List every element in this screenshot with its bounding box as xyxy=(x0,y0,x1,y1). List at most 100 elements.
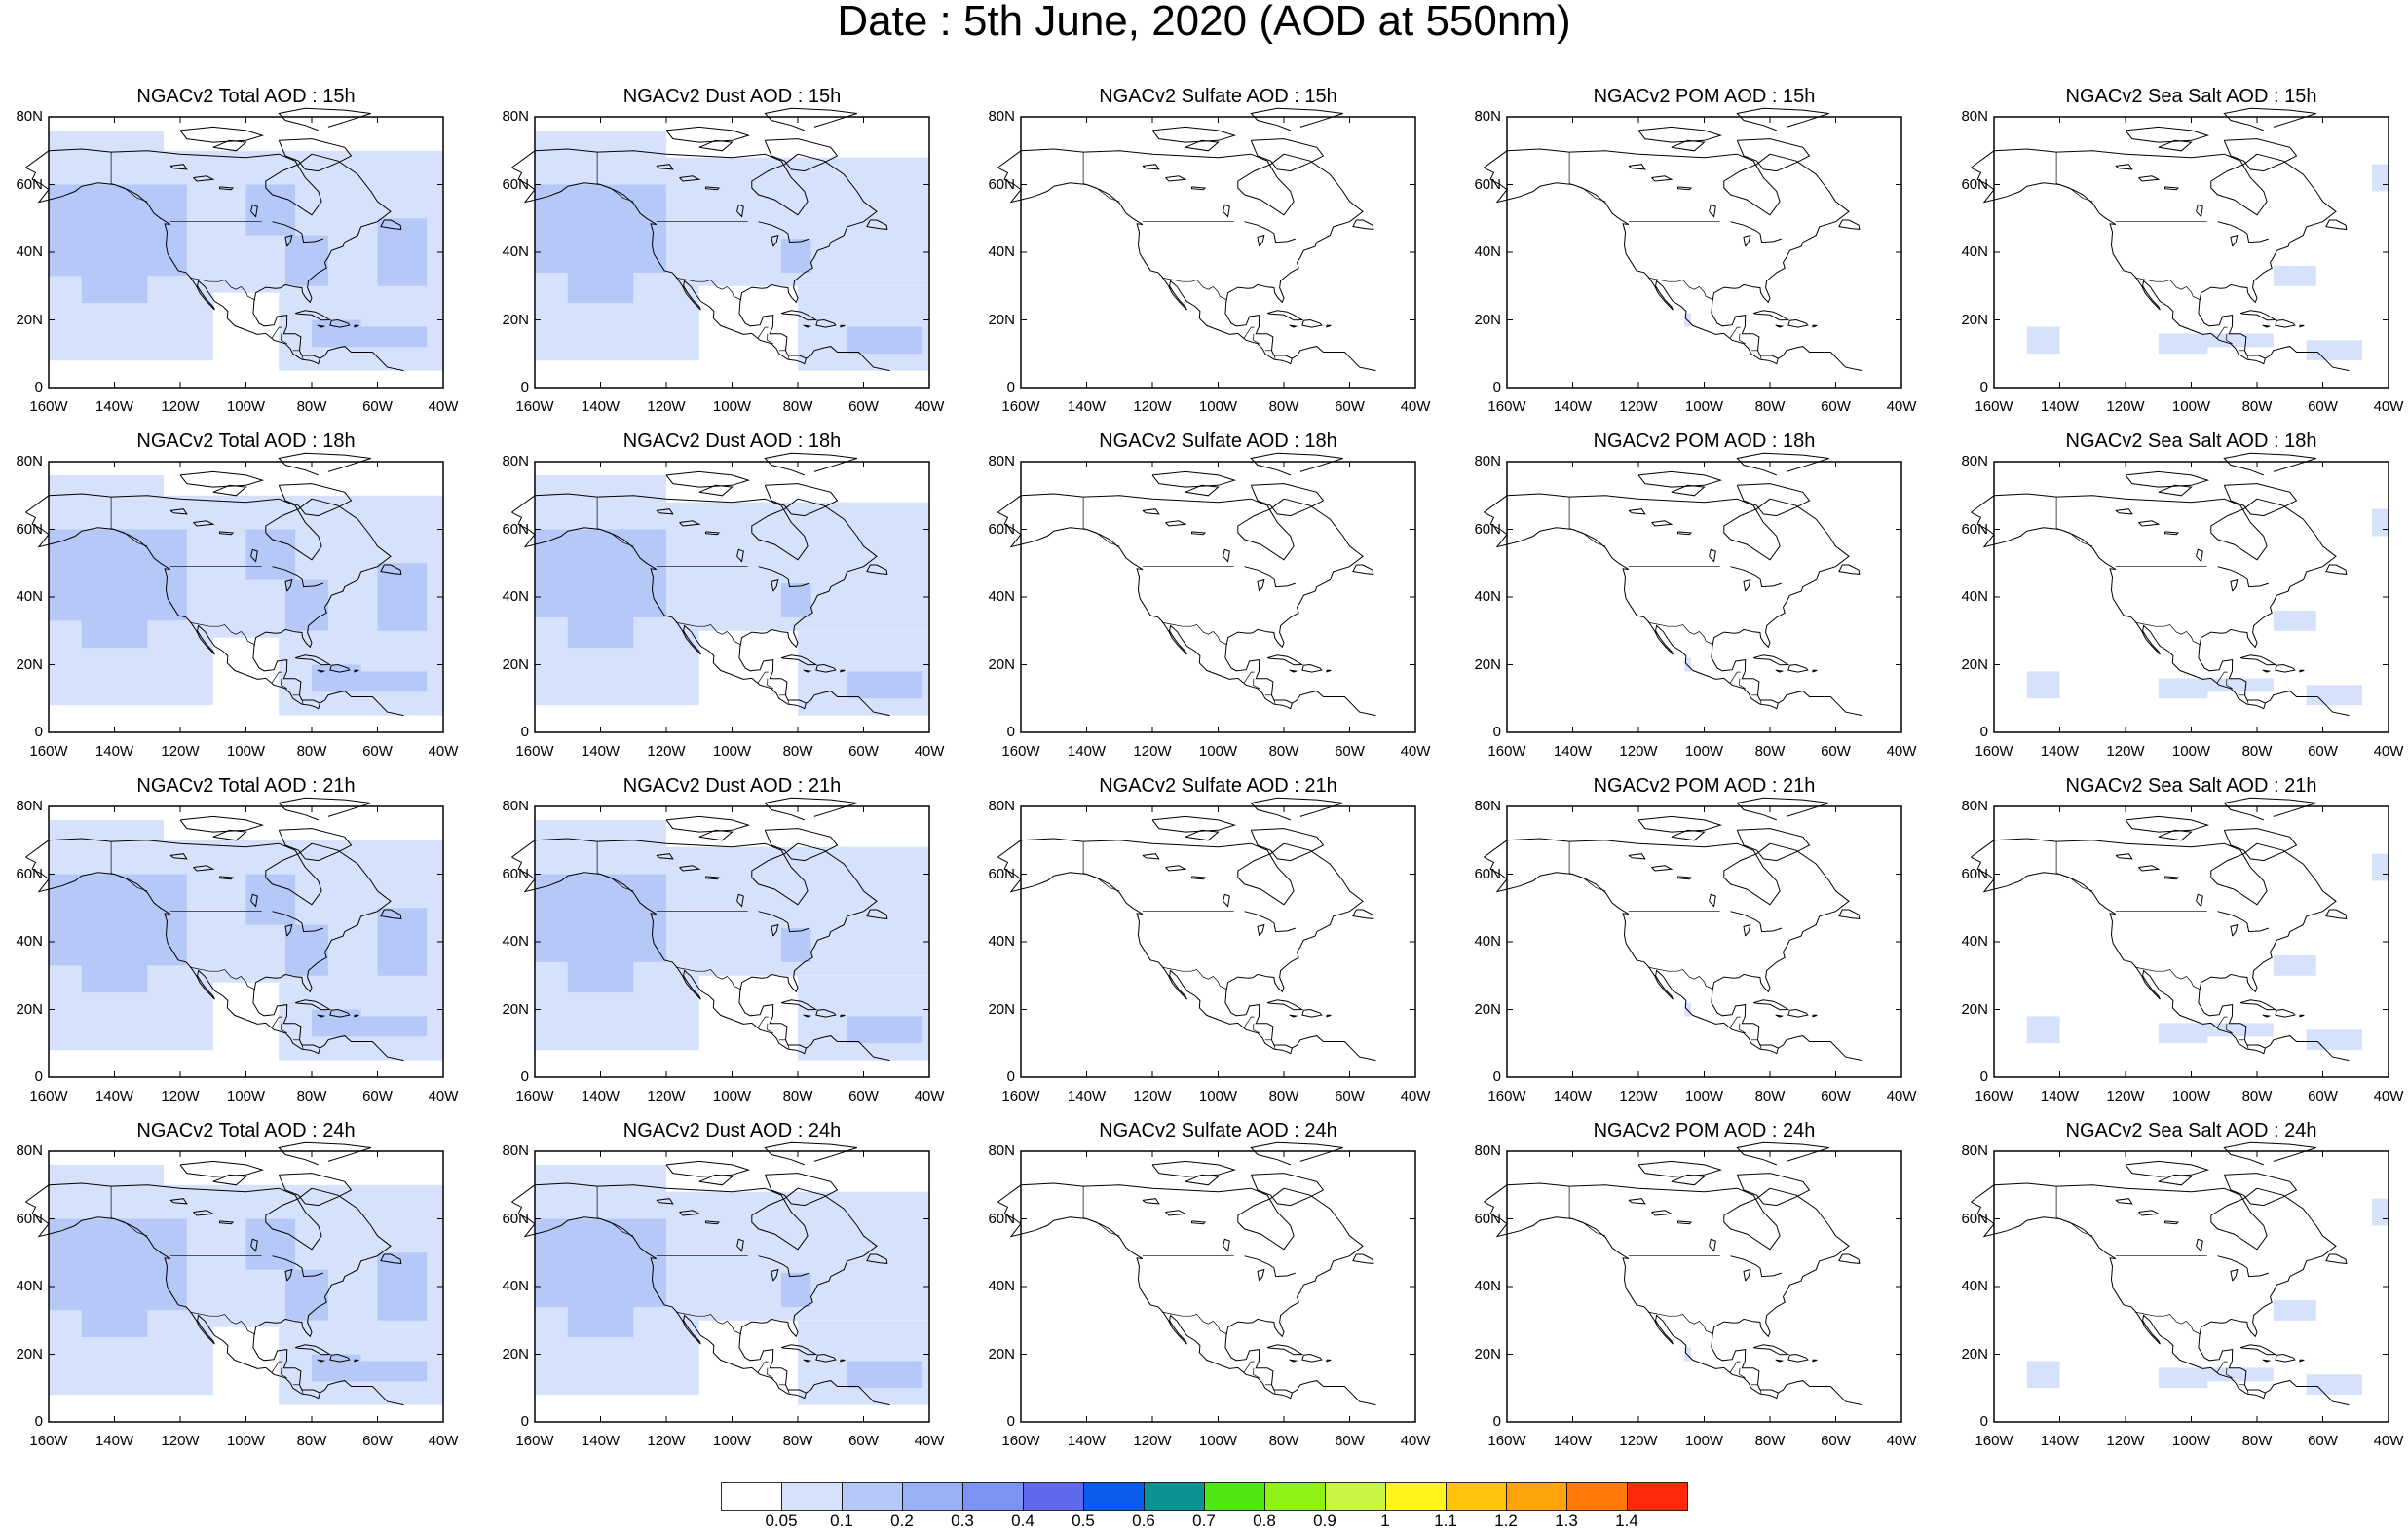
coastline xyxy=(1484,511,1779,710)
country-border xyxy=(1739,678,1746,690)
lon-label: 80W xyxy=(296,398,327,415)
country-border xyxy=(1243,671,1255,684)
coastline xyxy=(764,828,839,862)
lat-label: 40N xyxy=(1474,243,1501,260)
lat-label: 40N xyxy=(1474,933,1501,950)
coastline xyxy=(1736,1173,1811,1207)
aod-region xyxy=(2372,164,2389,192)
coastline xyxy=(1266,999,1304,1011)
map-frame xyxy=(1020,116,1416,389)
coastline xyxy=(1165,175,1187,182)
coastline xyxy=(1289,1014,1298,1018)
country-border xyxy=(271,1361,282,1373)
colorbar-box xyxy=(842,1482,903,1511)
lon-label: 160W xyxy=(1487,398,1526,415)
country-border xyxy=(281,1367,287,1379)
lat-label: 80N xyxy=(16,453,43,469)
coastline xyxy=(2115,508,2133,515)
coastline xyxy=(1775,324,1785,328)
coastline xyxy=(1250,828,1325,862)
panel-title: NGACv2 Sea Salt AOD : 24h xyxy=(2065,1120,2317,1141)
lon-label: 40W xyxy=(2373,398,2404,415)
coastline xyxy=(736,204,744,218)
map-plot xyxy=(1484,452,1902,733)
aod-region xyxy=(2158,1023,2208,1044)
map-plot xyxy=(511,1141,930,1423)
lon-label: 40W xyxy=(2373,743,2404,760)
map-frame xyxy=(1993,1150,2389,1423)
coastline xyxy=(2158,1174,2193,1186)
country-border xyxy=(1759,1389,1762,1395)
coastline xyxy=(2230,234,2239,247)
colorbar-label: 0.7 xyxy=(1192,1512,1216,1530)
country-border xyxy=(110,1186,148,1237)
coastline xyxy=(738,498,890,717)
panel-title: NGACv2 POM AOD : 21h xyxy=(1593,775,1816,797)
map-panel-seasalt: NGACv2 Sea Salt AOD : 15h 80N 60N 40N 20N 0 16… xyxy=(1961,86,2403,414)
coastline xyxy=(2275,663,2296,673)
country-border xyxy=(271,1016,282,1028)
map-frame xyxy=(534,116,930,389)
coastlines xyxy=(1971,1141,2350,1406)
map-plot xyxy=(1971,797,2389,1078)
country-border xyxy=(596,497,634,547)
aod-region xyxy=(2273,954,2316,976)
coastline xyxy=(1709,893,1716,908)
country-border xyxy=(2055,497,2093,547)
coastline xyxy=(1244,911,1296,933)
coastline xyxy=(1484,856,1779,1055)
coastline xyxy=(803,324,812,328)
lon-label: 60W xyxy=(848,1433,879,1449)
coastline xyxy=(1812,669,1818,673)
lon-label: 60W xyxy=(2308,1433,2338,1449)
coastline xyxy=(803,1359,812,1363)
coastline xyxy=(380,219,402,230)
colorbar-label: 1.3 xyxy=(1555,1512,1578,1530)
lat-label: 20N xyxy=(988,655,1015,673)
country-border xyxy=(1759,699,1762,705)
country-border xyxy=(757,671,769,684)
lon-label: 40W xyxy=(1886,1088,1917,1104)
aod-region xyxy=(360,326,428,348)
coastline xyxy=(1250,107,1343,131)
coastline xyxy=(2223,452,2316,476)
aod-region xyxy=(285,235,328,286)
aod-region xyxy=(312,319,361,348)
aod-region xyxy=(2273,1299,2316,1321)
lon-label: 160W xyxy=(29,1433,68,1449)
map-frame xyxy=(48,116,444,389)
colorbar-label: 0.9 xyxy=(1313,1512,1336,1530)
coastline xyxy=(803,1014,812,1018)
coastline xyxy=(1671,139,1706,152)
lat-label: 40N xyxy=(988,588,1015,605)
coastline xyxy=(252,842,404,1062)
coastline xyxy=(252,498,404,717)
coastline xyxy=(815,1353,837,1363)
aod-region xyxy=(567,1287,634,1338)
coastline xyxy=(2299,1359,2305,1363)
country-border xyxy=(1253,333,1260,345)
coastline xyxy=(380,909,402,919)
aod-region xyxy=(2207,1367,2274,1382)
coastline xyxy=(1971,493,2268,561)
lon-label: 100W xyxy=(2171,1088,2211,1104)
colorbar-label: 0.1 xyxy=(830,1512,853,1530)
country-border xyxy=(1082,497,1120,547)
coastline xyxy=(2217,1255,2269,1278)
map-plot xyxy=(997,452,1416,733)
lon-label: 100W xyxy=(226,1088,266,1104)
coastline xyxy=(1752,1344,1790,1356)
coastline xyxy=(736,1238,744,1252)
country-border xyxy=(1161,1311,1228,1335)
coastline xyxy=(997,856,1293,1055)
colorbar-box xyxy=(721,1482,782,1511)
coastline xyxy=(1151,1160,1237,1177)
country-border xyxy=(1647,621,1714,646)
coastline xyxy=(250,1238,258,1252)
lat-label: 60N xyxy=(502,865,529,882)
lat-label: 80N xyxy=(502,108,529,125)
lon-label: 60W xyxy=(1335,743,1365,760)
colorbar-label: 0.6 xyxy=(1132,1512,1155,1530)
lat-label: 60N xyxy=(1961,865,1988,882)
lon-label: 160W xyxy=(29,1088,68,1104)
